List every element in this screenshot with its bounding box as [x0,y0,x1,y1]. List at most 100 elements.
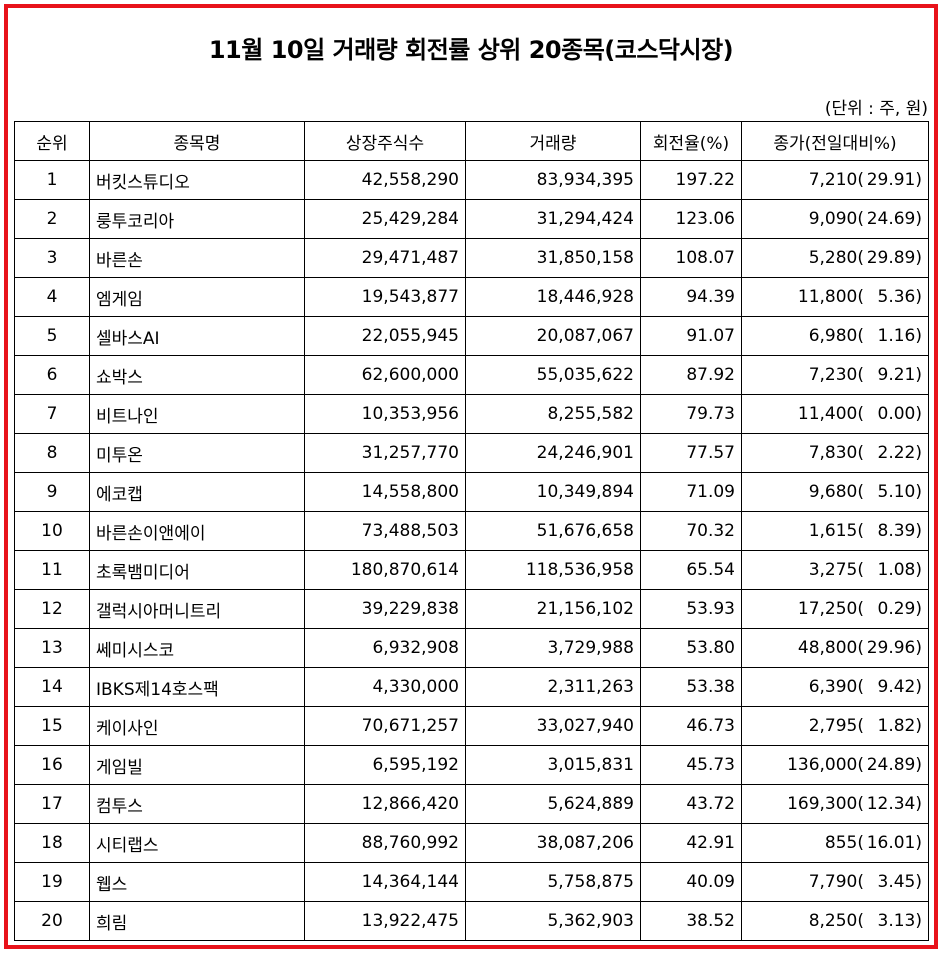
close-price-cell: 136,000(24.89) [741,745,929,785]
turnover-cell: 46.73 [640,706,742,746]
close-price-value: 855( [824,833,864,853]
rank-cell: 14 [14,667,90,707]
rank-cell: 19 [14,862,90,902]
stock-name-cell: 쇼박스 [89,355,305,395]
volume-cell: 5,362,903 [465,901,641,941]
close-price-value: 1,615( [808,521,864,541]
table-row: 18 시티랩스 88,760,992 38,087,206 42.91 855(16.01… [14,823,929,863]
close-price-value: 8,250( [808,911,864,931]
table-row: 8 미투온 31,257,770 24,246,901 77.57 7,830(2.22) [14,433,929,473]
close-price-value: 7,210( [808,170,864,190]
stock-name-cell: 엠게임 [89,277,305,317]
listed-shares-cell: 12,866,420 [304,784,466,824]
stock-name-cell: 컴투스 [89,784,305,824]
turnover-cell: 43.72 [640,784,742,824]
header-name: 종목명 [89,121,305,161]
close-price-value: 5,280( [808,248,864,268]
turnover-cell: 53.93 [640,589,742,629]
listed-shares-cell: 31,257,770 [304,433,466,473]
volume-cell: 21,156,102 [465,589,641,629]
close-price-cell: 169,300(12.34) [741,784,929,824]
change-percent-value: 12.34) [866,794,922,814]
stock-name-cell: 비트나인 [89,394,305,434]
close-price-value: 3,275( [808,560,864,580]
close-price-value: 136,000( [787,755,864,775]
change-percent-value: 3.45) [877,872,922,892]
close-price-cell: 6,390(9.42) [741,667,929,707]
rank-cell: 11 [14,550,90,590]
turnover-cell: 79.73 [640,394,742,434]
turnover-cell: 42.91 [640,823,742,863]
rank-cell: 8 [14,433,90,473]
listed-shares-cell: 13,922,475 [304,901,466,941]
change-percent-value: 0.29) [877,599,922,619]
change-percent-value: 29.91) [866,170,922,190]
volume-cell: 20,087,067 [465,316,641,356]
table-row: 1 버킷스튜디오 42,558,290 83,934,395 197.22 7,210(2… [14,160,929,200]
volume-cell: 5,624,889 [465,784,641,824]
listed-shares-cell: 25,429,284 [304,199,466,239]
stock-name-cell: 룽투코리아 [89,199,305,239]
close-price-value: 9,090( [808,209,864,229]
listed-shares-cell: 19,543,877 [304,277,466,317]
volume-cell: 118,536,958 [465,550,641,590]
volume-cell: 3,015,831 [465,745,641,785]
header-rank: 순위 [14,121,90,161]
volume-cell: 33,027,940 [465,706,641,746]
rank-cell: 5 [14,316,90,356]
close-price-cell: 9,090(24.69) [741,199,929,239]
change-percent-value: 1.08) [877,560,922,580]
unit-note: (단위 : 주, 원) [824,99,928,119]
turnover-cell: 53.38 [640,667,742,707]
close-price-cell: 8,250(3.13) [741,901,929,941]
rank-cell: 2 [14,199,90,239]
volume-cell: 83,934,395 [465,160,641,200]
change-percent-value: 1.82) [877,716,922,736]
stock-name-cell: 버킷스튜디오 [89,160,305,200]
close-price-cell: 5,280(29.89) [741,238,929,278]
close-price-value: 11,400( [797,404,864,424]
change-percent-value: 0.00) [877,404,922,424]
turnover-cell: 65.54 [640,550,742,590]
table-row: 19 웹스 14,364,144 5,758,875 40.09 7,790(3.45) [14,862,929,902]
rank-cell: 18 [14,823,90,863]
listed-shares-cell: 6,932,908 [304,628,466,668]
listed-shares-cell: 6,595,192 [304,745,466,785]
page-title: 11월 10일 거래량 회전률 상위 20종목(코스닥시장) [208,36,734,64]
close-price-cell: 3,275( 1.08) [741,550,929,590]
close-price-cell: 11,400( 0.00) [741,394,929,434]
close-price-cell: 1,615(8.39) [741,511,929,551]
volume-cell: 10,349,894 [465,472,641,512]
table-row: 2 룽투코리아 25,429,284 31,294,424 123.06 9,090(24… [14,199,929,239]
turnover-cell: 87.92 [640,355,742,395]
close-price-value: 11,800( [797,287,864,307]
turnover-cell: 91.07 [640,316,742,356]
volume-cell: 51,676,658 [465,511,641,551]
close-price-value: 6,980( [808,326,864,346]
volume-cell: 18,446,928 [465,277,641,317]
listed-shares-cell: 22,055,945 [304,316,466,356]
close-price-value: 7,830( [808,443,864,463]
rank-cell: 20 [14,901,90,941]
close-price-cell: 7,230(9.21) [741,355,929,395]
close-price-value: 7,230( [808,365,864,385]
listed-shares-cell: 14,364,144 [304,862,466,902]
change-percent-value: 5.10) [877,482,922,502]
report-frame: 11월 10일 거래량 회전률 상위 20종목(코스닥시장) (단위 : 주, … [4,4,938,949]
stock-name-cell: 바른손 [89,238,305,278]
stock-name-cell: 희림 [89,901,305,941]
listed-shares-cell: 62,600,000 [304,355,466,395]
header-listed-shares: 상장주식수 [304,121,466,161]
close-price-cell: 855(16.01) [741,823,929,863]
header-volume: 거래량 [465,121,641,161]
volume-cell: 3,729,988 [465,628,641,668]
listed-shares-cell: 88,760,992 [304,823,466,863]
stock-name-cell: 시티랩스 [89,823,305,863]
stock-name-cell: 게임빌 [89,745,305,785]
close-price-cell: 11,800(5.36) [741,277,929,317]
turnover-cell: 53.80 [640,628,742,668]
volume-cell: 2,311,263 [465,667,641,707]
close-price-value: 48,800( [797,638,864,658]
rank-cell: 6 [14,355,90,395]
turnover-cell: 197.22 [640,160,742,200]
